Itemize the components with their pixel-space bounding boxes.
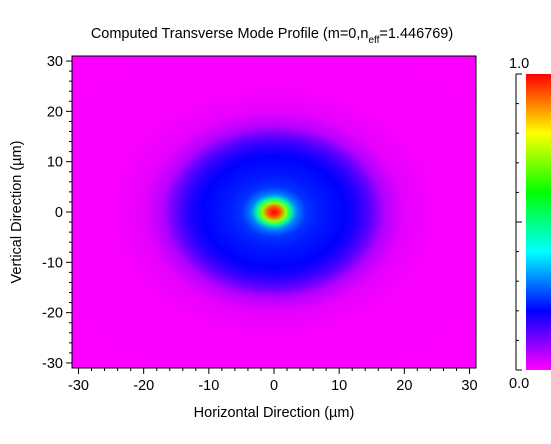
- x-axis-label: Horizontal Direction (µm): [194, 405, 355, 421]
- y-tick-label: -10: [42, 255, 63, 271]
- y-tick-label: -20: [42, 306, 63, 322]
- colorbar-max-label: 1.0: [509, 56, 529, 72]
- colorbar-min-label: 0.0: [509, 376, 529, 392]
- y-tick-label: 0: [55, 205, 63, 221]
- y-tick-label: 10: [47, 155, 63, 171]
- y-tick-label: 30: [47, 54, 63, 70]
- x-tick-label: 10: [331, 378, 347, 394]
- y-tick-label: 20: [47, 104, 63, 120]
- chart-title: Computed Transverse Mode Profile (m=0,ne…: [91, 26, 453, 46]
- y-axis: 30 20 10 0 -10 -20 -30: [42, 54, 72, 372]
- x-tick-label: -20: [133, 378, 154, 394]
- y-tick-label: -30: [42, 356, 63, 372]
- plot-area: [71, 55, 477, 369]
- x-axis: -30 -20 -10 0 10 20 30: [68, 368, 478, 394]
- x-tick-label: 20: [396, 378, 412, 394]
- x-tick-label: -30: [68, 378, 89, 394]
- x-tick-label: -10: [198, 378, 219, 394]
- colorbar: 1.0 0.0: [509, 56, 551, 392]
- colorbar-ticks: [516, 73, 522, 371]
- title-subscript: eff: [368, 35, 379, 46]
- y-axis-label: Vertical Direction (µm): [9, 141, 25, 284]
- colorbar-fill: [526, 74, 551, 370]
- heatmap: [72, 56, 476, 368]
- x-tick-label: 30: [461, 378, 477, 394]
- x-tick-label: 0: [270, 378, 278, 394]
